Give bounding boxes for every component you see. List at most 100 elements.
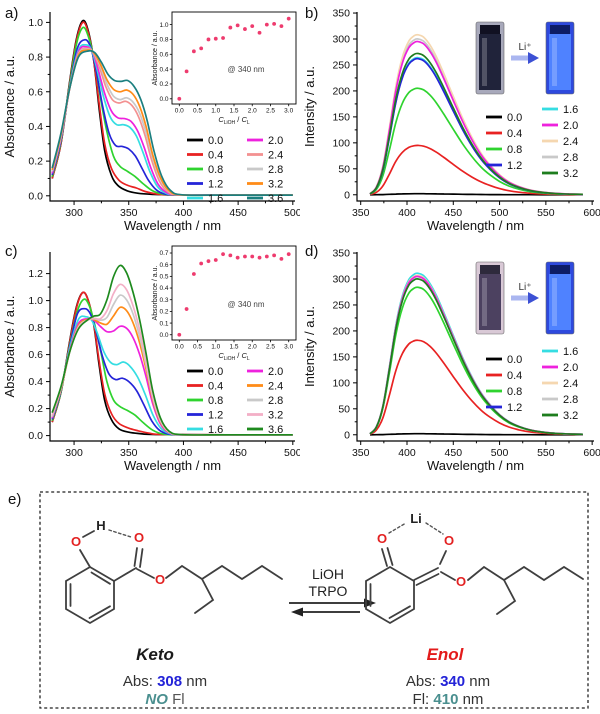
series-curve-0.0 [369,432,583,436]
reagent-trpo: TRPO [309,583,348,599]
x-tick-label: 500 [491,207,509,219]
series-curve-0.8 [369,87,583,196]
y-tick-label: 250 [332,59,350,71]
x-tick-label: 450 [229,207,247,219]
panel-c-absorbance-chart: c) 300 350 400 450 500 0.0 0.2 0.4 0.6 0.8 1.0 1.2 Wa… [2,243,300,473]
svg-text:0.0: 0.0 [159,96,168,103]
enol-alkyl-chain [467,565,584,582]
y-axis-label: Absorbance / a.u. [2,56,17,158]
inset-data-point [250,24,255,28]
y-tick-label: 1.0 [28,295,43,307]
x-tick-label: 600 [583,207,600,219]
inset-data-point [279,256,284,261]
legend-label-1.6: 1.6 [563,104,578,116]
panel-a-absorbance-chart: a) 300 350 400 450 500 0.0 0.2 0.4 0.6 0.8 1.0 Wavel… [2,5,300,233]
inset-data-point [257,255,262,260]
legend-label-3.6: 3.6 [268,193,283,205]
x-tick-label: 500 [284,207,300,219]
svg-text:0.0: 0.0 [175,108,184,115]
svg-text:3.0: 3.0 [284,344,293,351]
legend-label-2.8: 2.8 [268,164,283,176]
y-tick-label: 100 [332,137,350,149]
svg-text:2.5: 2.5 [266,108,275,115]
enol-ring [365,565,415,625]
reverse-arrow-head [291,607,303,617]
panel-d-fluorescence-chart: d) 350 400 450 500 550 600 0 50 100 150 200 250 300 35… [302,243,600,473]
legend-label-2.8: 2.8 [563,394,578,406]
keto-absorbance-text: Abs: 308 nm [123,673,207,690]
phenol-hydrogen-atom: H [96,518,105,533]
inset-data-point [228,25,233,30]
lithium-bond-left-dashed [388,522,407,534]
y-tick-label: 0.2 [28,156,43,168]
svg-text:0.4: 0.4 [159,285,168,292]
legend-label-2.8: 2.8 [563,152,578,164]
y-tick-label: 1.0 [28,17,43,29]
cuvette-photo-inset: Li⁺ [475,261,575,335]
legend-label-1.2: 1.2 [507,402,522,414]
legend-label-0.4: 0.4 [507,128,522,140]
x-tick-label: 300 [65,207,83,219]
legend-label-1.6: 1.6 [208,193,223,205]
keto-ethyl-branch [194,578,215,614]
y-tick-label: 0.6 [28,86,43,98]
inset-data-point [264,22,269,27]
inset-data-point [243,254,247,259]
inset-data-point [199,46,204,51]
keto-carbonyl-oxygen-atom: O [134,530,144,545]
inset-data-point [286,16,291,21]
x-tick-label: 550 [537,207,555,219]
series-curve-1.2 [51,307,293,436]
series-curve-0.4 [369,339,583,436]
svg-text:1.5: 1.5 [229,344,238,351]
svg-text:0.2: 0.2 [159,81,168,88]
series-curve-3.2 [51,49,293,197]
panel-label: d) [305,243,318,260]
inset-data-point [206,37,211,42]
axes [49,252,295,442]
keto-name-label: Keto [136,645,174,664]
li-plus-label: Li⁺ [518,282,531,293]
legend-label-1.6: 1.6 [563,346,578,358]
hydrogen-bond-dashed [108,529,132,538]
inset-x-axis-label: CLiOH / CL [218,351,250,362]
y-axis-label: Intensity / a.u. [302,66,317,147]
y-tick-label: 50 [338,163,350,175]
y-tick-label: 0.0 [28,430,43,442]
inset-scatter-plot: 0.0 0.5 1.0 1.5 2.0 2.5 3.0 0.0 0.1 0.2 0.3 0.4 0.5 0… [152,245,297,362]
x-axis-label: Wavelength / nm [124,218,221,233]
legend-label-0.0: 0.0 [507,354,522,366]
series-group [51,264,293,436]
panel-label: b) [305,5,318,22]
y-tick-label: 250 [332,299,350,311]
series-curve-3.6 [51,264,293,436]
x-tick-label: 500 [491,447,509,459]
inset-data-point [235,255,240,260]
legend-label-1.6: 1.6 [208,424,223,436]
x-tick-label: 600 [583,447,600,459]
svg-text:2.0: 2.0 [248,108,257,115]
legend-label-1.2: 1.2 [507,160,522,172]
y-tick-label: 50 [338,403,350,415]
svg-text:0.6: 0.6 [159,51,168,58]
y-axis-label: Absorbance / a.u. [2,296,17,398]
x-tick-label: 400 [398,207,416,219]
svg-text:0.3: 0.3 [159,297,168,304]
legend-label-2.0: 2.0 [563,362,578,374]
cuvette-after [545,261,575,335]
inset-data-point [177,332,182,337]
inset-data-point [235,23,240,28]
panel-label: c) [5,243,18,260]
keto-fluorescence-text: NO Fl [145,691,184,708]
enol-chelate-oxygen-atom: O [444,533,454,548]
svg-text:1.0: 1.0 [211,108,220,115]
inset-data-point [228,253,233,258]
li-arrow-tail [511,55,528,61]
legend-label-0.8: 0.8 [507,144,522,156]
legend-label-0.0: 0.0 [208,135,223,147]
svg-text:0.8: 0.8 [159,37,168,44]
y-tick-label: 100 [332,377,350,389]
legend-label-2.8: 2.8 [268,395,283,407]
y-tick-label: 1.2 [28,268,43,280]
legend-label-3.2: 3.2 [563,410,578,422]
